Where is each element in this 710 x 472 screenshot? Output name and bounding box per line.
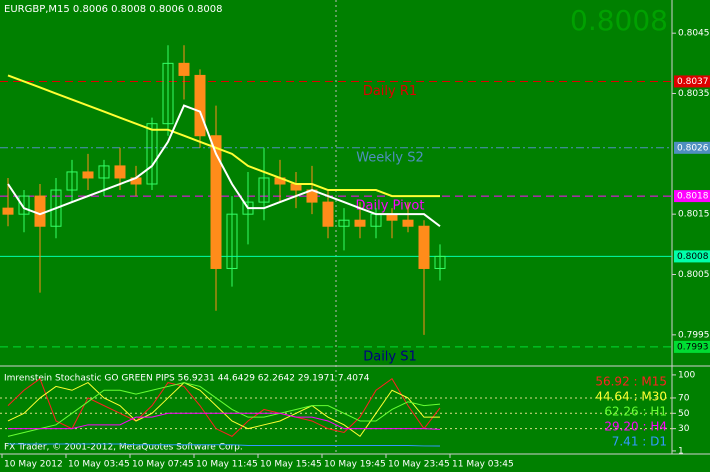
- level-price: 0.7993: [677, 342, 709, 352]
- x-tick-label: 10 May 15:45: [260, 460, 322, 470]
- y-tick-label: 30: [678, 424, 690, 434]
- x-tick-label: 10 May 07:45: [132, 460, 194, 470]
- x-tick-label: 10 May 03:45: [68, 460, 130, 470]
- level-price: 0.8018: [677, 192, 709, 202]
- candle-body: [322, 201, 334, 227]
- y-tick-label: 0.8035: [678, 89, 710, 99]
- candle-body: [434, 255, 446, 269]
- candle-body: [338, 219, 350, 227]
- y-tick-label: 50: [678, 409, 690, 419]
- level-price: 0.8026: [677, 143, 709, 153]
- x-tick-label: 10 May 2012: [4, 460, 63, 470]
- candle-body: [354, 219, 366, 227]
- candle-body: [66, 171, 78, 191]
- level-name: Weekly S2: [356, 150, 424, 165]
- y-tick-label: 100: [678, 370, 695, 380]
- level-box: [674, 75, 710, 88]
- candle-body: [162, 62, 174, 125]
- series-line: [7, 377, 441, 437]
- legend-entry: 62.26 : H1: [604, 405, 667, 419]
- y-tick-label: 0.7995: [678, 330, 710, 340]
- level-box: [674, 340, 710, 353]
- last-price: 0.8008: [570, 4, 668, 37]
- level-name: Daily Pivot: [356, 199, 425, 214]
- level-name: Daily S1: [363, 349, 417, 364]
- level-name: Daily R1: [363, 84, 417, 99]
- candle-body: [18, 195, 30, 215]
- candle-body: [258, 177, 270, 203]
- y-tick-label: 1: [678, 446, 684, 456]
- bid-box: [674, 250, 710, 263]
- legend-entry: 7.41 : D1: [612, 435, 667, 449]
- x-tick-label: 11 May 03:45: [452, 460, 514, 470]
- series-line: [8, 443, 441, 447]
- legend-entry: 44.64 : M30: [595, 390, 667, 404]
- candle-body: [114, 165, 126, 179]
- series-line: [8, 412, 441, 430]
- x-tick-label: 10 May 19:45: [324, 460, 386, 470]
- candle-body: [210, 135, 222, 269]
- indicator-header: Imrenstein Stochastic GO GREEN PIPS 56.9…: [4, 374, 370, 384]
- level-box: [674, 141, 710, 154]
- y-tick-label: 0.8005: [678, 270, 710, 280]
- y-tick-label: 0.8015: [678, 210, 710, 220]
- candle-body: [34, 195, 46, 227]
- candle-body: [82, 171, 94, 179]
- legend-entry: 29.20 : H4: [604, 420, 667, 434]
- level-box: [674, 190, 710, 203]
- y-tick-label: 70: [678, 393, 690, 403]
- series-line: [7, 74, 440, 198]
- candle-body: [178, 62, 190, 76]
- x-tick-label: 10 May 23:45: [388, 460, 450, 470]
- series-line: [7, 382, 441, 437]
- level-price: 0.8037: [677, 77, 709, 87]
- x-tick-label: 10 May 11:45: [196, 460, 258, 470]
- y-tick-label: 0.8045: [678, 29, 710, 39]
- copyright: FX Trader, © 2001-2012, MetaQuotes Softw…: [4, 443, 243, 453]
- candle-body: [98, 165, 110, 179]
- candle-body: [194, 74, 206, 137]
- series-line: [7, 104, 441, 228]
- candle-body: [226, 213, 238, 269]
- legend-entry: 56.92 : M15: [595, 375, 667, 389]
- candle-body: [2, 207, 14, 215]
- candle-body: [50, 189, 62, 227]
- candle-body: [418, 225, 430, 269]
- chart-header: EURGBP,M15 0.8006 0.8008 0.8006 0.8008: [4, 4, 222, 15]
- candle-body: [146, 123, 158, 185]
- bid-price: 0.8008: [677, 252, 709, 262]
- candle-body: [402, 219, 414, 227]
